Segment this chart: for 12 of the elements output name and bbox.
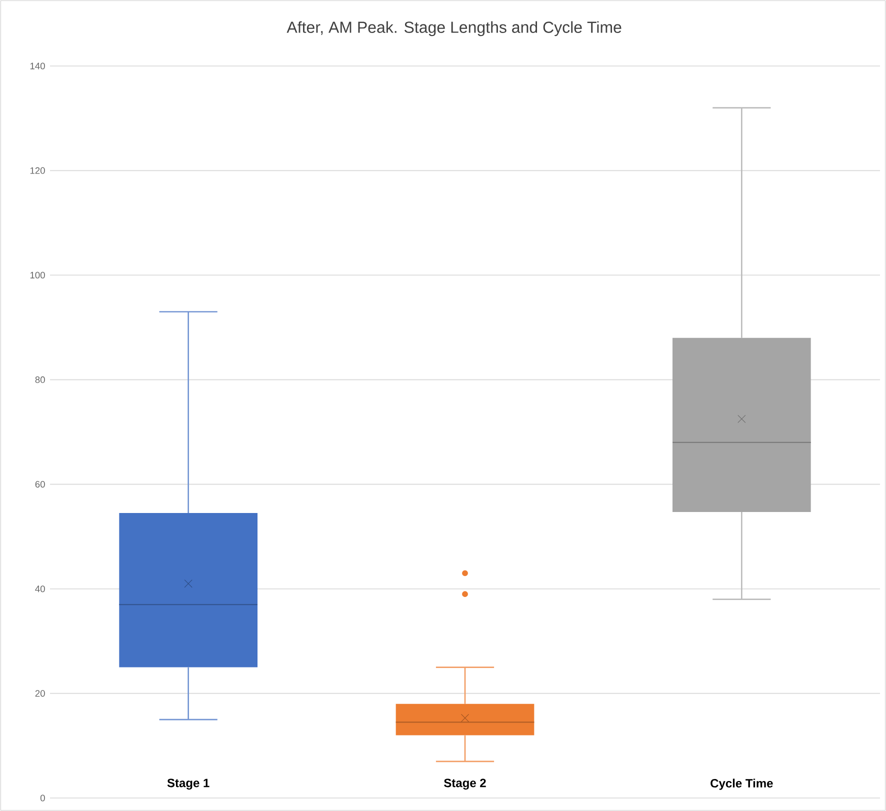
y-tick-label: 80 bbox=[35, 376, 45, 384]
y-tick-label: 40 bbox=[35, 586, 45, 592]
y-tick-label: 60 bbox=[35, 480, 45, 488]
x-tick-label: Stage 2 bbox=[444, 778, 486, 790]
y-tick-label: 20 bbox=[35, 690, 45, 697]
x-tick-label: Cycle Time bbox=[710, 778, 773, 790]
y-tick-label: 120 bbox=[30, 167, 45, 174]
y-tick-label: 0 bbox=[40, 794, 45, 802]
y-tick-label: 100 bbox=[30, 272, 45, 278]
x-tick-label: Stage 1 bbox=[167, 778, 210, 790]
y-tick-label: 140 bbox=[30, 62, 45, 70]
chart-title: After, AM Peak. Stage Lengths and Cycle Time bbox=[286, 21, 622, 36]
